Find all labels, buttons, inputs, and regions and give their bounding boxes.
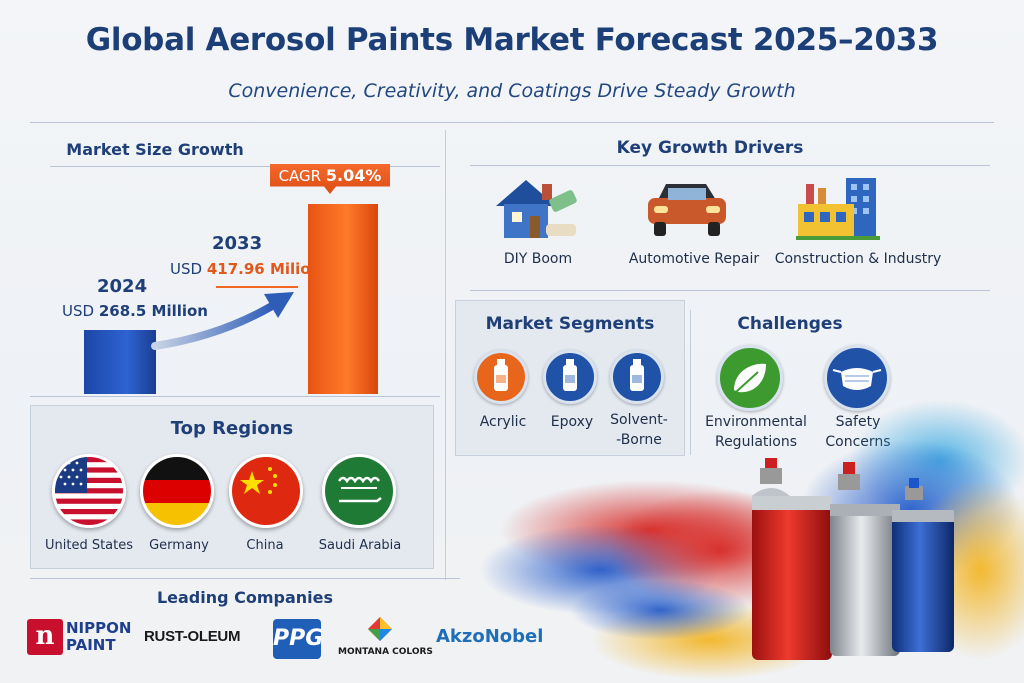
header-divider: [30, 122, 994, 123]
driver-label-automotive: Automotive Repair: [628, 251, 760, 267]
region-label-us: United States: [44, 538, 134, 553]
drivers-bottom-divider: [470, 290, 990, 291]
epoxy-spray-can-icon: [543, 350, 597, 404]
region-label-germany: Germany: [149, 538, 209, 553]
cagr-badge: CAGR 5.04%: [270, 164, 390, 194]
market-size-divider: [50, 166, 440, 167]
drivers-title: Key Growth Drivers: [616, 138, 804, 158]
germany-flag-icon: [140, 454, 214, 528]
start-value-label: USD 268.5 Million: [62, 302, 208, 320]
mask-icon: [824, 345, 890, 411]
companies-divider: [30, 578, 460, 579]
acrylic-spray-can-icon: [474, 350, 528, 404]
region-label-china: China: [246, 538, 284, 553]
chart-baseline: [30, 396, 440, 397]
bar-2024: [84, 330, 156, 394]
start-value: 268.5 Million: [98, 302, 208, 320]
bar-2033: [308, 204, 378, 394]
buildings-icon: [796, 178, 880, 240]
montana-colors-logo: MONTANA COLORS: [338, 647, 433, 657]
challenges-title: Challenges: [737, 314, 843, 334]
ppg-logo: PPG: [273, 619, 323, 659]
segments-challenges-divider: [690, 310, 691, 455]
segment-label-solvent-line1: Solvent-: [610, 412, 668, 428]
page-title: Global Aerosol Paints Market Forecast 20…: [85, 22, 939, 58]
companies-title: Leading Companies: [156, 588, 334, 607]
regions-title: Top Regions: [170, 418, 294, 439]
cagr-prefix: CAGR: [278, 167, 322, 185]
end-value: 417.96 Milion: [206, 260, 322, 278]
montana-colors-logo-icon: [368, 617, 392, 641]
end-value-label: USD 417.96 Milion: [170, 260, 321, 278]
column-divider: [445, 130, 446, 580]
car-icon: [648, 184, 726, 236]
nippon-paint-line2: PAINT: [66, 636, 116, 654]
leaf-icon: [717, 345, 783, 411]
end-value-underline: [216, 286, 298, 288]
end-currency: USD: [170, 260, 203, 278]
house-icon: [496, 180, 577, 238]
cagr-value: 5.04%: [325, 166, 382, 185]
nippon-paint-logo-mark: n: [27, 619, 63, 655]
challenge-env-line2: Regulations: [714, 434, 798, 450]
start-year-label: 2024: [97, 276, 148, 297]
solvent-borne-spray-can-icon: [610, 350, 664, 404]
challenge-label-environmental: Environmental Regulations: [698, 412, 814, 452]
growth-arrow-icon: [151, 292, 294, 350]
saudi-arabia-flag-icon: [322, 454, 396, 528]
challenge-env-line1: Environmental: [705, 414, 807, 430]
segment-label-acrylic: Acrylic: [479, 414, 527, 430]
segment-label-solvent-borne: Solvent- -Borne: [604, 410, 674, 450]
china-flag-icon: [229, 454, 303, 528]
segments-title: Market Segments: [485, 314, 655, 334]
driver-label-diy: DIY Boom: [503, 251, 573, 267]
nippon-paint-logo: NIPPON PAINT: [66, 620, 131, 654]
segment-label-solvent-line2: -Borne: [616, 432, 662, 448]
end-year-label: 2033: [212, 233, 263, 254]
market-size-title: Market Size Growth: [66, 140, 244, 159]
driver-label-construction: Construction & Industry: [774, 251, 942, 267]
start-currency: USD: [62, 302, 95, 320]
nippon-paint-line1: NIPPON: [66, 619, 132, 637]
rust-oleum-logo: RUST-OLEUM: [144, 628, 241, 645]
paint-splash-illustration: [480, 400, 1024, 680]
page-subtitle: Convenience, Creativity, and Coatings Dr…: [228, 80, 796, 102]
region-label-saudi-arabia: Saudi Arabia: [318, 538, 402, 553]
segment-label-epoxy: Epoxy: [550, 414, 594, 430]
us-flag-icon: [52, 454, 126, 528]
drivers-divider: [470, 165, 990, 166]
akzonobel-logo: AkzoNobel: [436, 626, 544, 647]
